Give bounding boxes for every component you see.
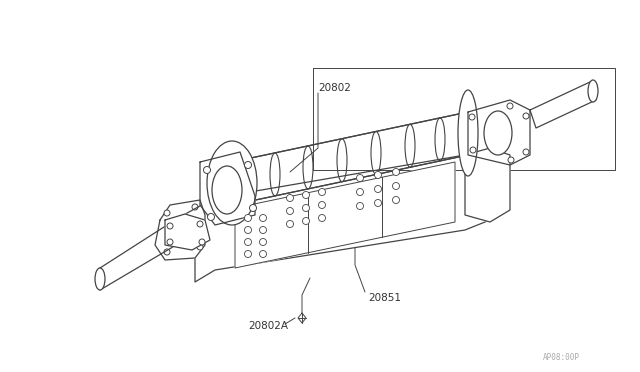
Circle shape [244,250,252,257]
Polygon shape [468,100,530,165]
Polygon shape [530,82,596,128]
Circle shape [287,221,294,228]
Circle shape [204,167,211,173]
Circle shape [374,199,381,206]
Circle shape [507,103,513,109]
Circle shape [356,202,364,209]
Circle shape [259,227,266,234]
Circle shape [287,208,294,215]
Polygon shape [100,218,188,290]
Circle shape [250,205,257,212]
Ellipse shape [484,111,512,155]
Circle shape [207,214,214,221]
Circle shape [374,171,381,179]
Circle shape [356,174,364,182]
Circle shape [303,205,310,212]
Circle shape [356,189,364,196]
Text: AP08:00P: AP08:00P [543,353,580,362]
Polygon shape [232,112,468,205]
Text: 20851: 20851 [368,293,401,303]
Ellipse shape [95,268,105,290]
Circle shape [319,189,326,196]
Circle shape [319,215,326,221]
Circle shape [470,147,476,153]
Circle shape [197,244,203,250]
Circle shape [259,238,266,246]
Circle shape [523,149,529,155]
Circle shape [392,169,399,176]
Ellipse shape [588,80,598,102]
Polygon shape [200,152,255,225]
Ellipse shape [212,166,242,214]
Text: 20802A: 20802A [248,321,288,331]
Polygon shape [155,200,205,260]
Polygon shape [195,155,490,282]
Circle shape [167,223,173,229]
Circle shape [259,250,266,257]
Polygon shape [298,313,306,323]
Polygon shape [235,162,455,268]
Circle shape [259,215,266,221]
Ellipse shape [207,141,257,225]
Circle shape [197,221,203,227]
Circle shape [392,183,399,189]
Circle shape [508,157,514,163]
Circle shape [164,210,170,216]
Circle shape [319,202,326,208]
Circle shape [303,218,310,224]
Circle shape [167,239,173,245]
Polygon shape [465,148,510,222]
Circle shape [199,239,205,245]
Text: 20802: 20802 [318,83,351,93]
Circle shape [164,249,170,255]
Ellipse shape [458,90,478,176]
Circle shape [244,238,252,246]
Circle shape [244,227,252,234]
Circle shape [469,114,475,120]
Circle shape [523,113,529,119]
Circle shape [303,192,310,199]
Circle shape [287,195,294,202]
Circle shape [244,161,252,169]
Circle shape [192,204,198,210]
Polygon shape [165,214,210,250]
Circle shape [244,215,252,221]
Circle shape [392,196,399,203]
Circle shape [374,186,381,192]
